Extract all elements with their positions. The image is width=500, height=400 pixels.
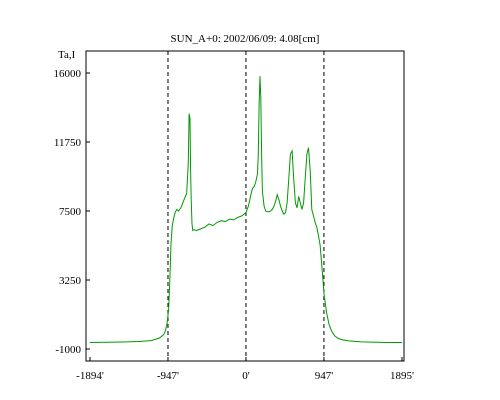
series-layer (89, 76, 402, 343)
y-tick-label: -1000 (55, 344, 81, 356)
x-tick-label: 947' (315, 370, 334, 382)
y-tick-label: 3250 (59, 275, 82, 287)
x-tick-label: -1894' (76, 370, 104, 382)
y-tick-label: 11750 (54, 137, 82, 149)
y-axis-label: Ta,I (58, 49, 76, 61)
plot-area-frame (85, 50, 405, 362)
vertical-reference-lines (167, 51, 325, 361)
x-tick-label: -947' (157, 370, 179, 382)
y-axis-ticks: 16000 11750 7500 3250 -1000 (54, 68, 90, 356)
x-axis-ticks: -1894' -947' 0' 947' 1895' (76, 357, 414, 382)
y-tick-label: 7500 (59, 206, 82, 218)
x-tick-label: 0' (242, 370, 250, 382)
x-tick-label: 1895' (390, 370, 414, 382)
chart-title: SUN_A+0: 2002/06/09: 4.08[cm] (171, 33, 320, 45)
y-tick-label: 16000 (54, 68, 82, 80)
series-line (89, 76, 402, 343)
